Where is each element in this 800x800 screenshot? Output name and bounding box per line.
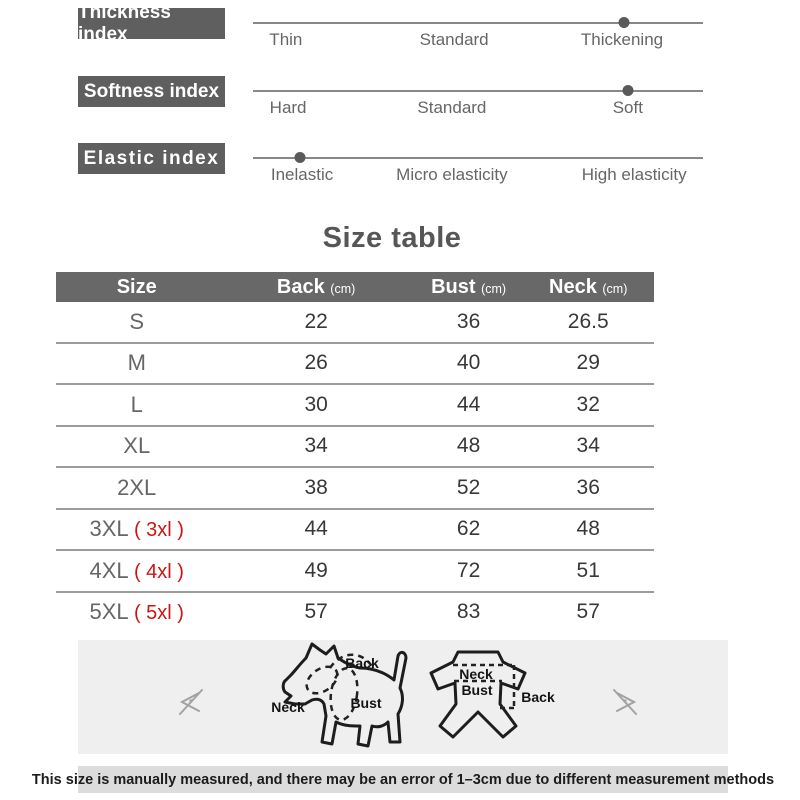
neck-value: 57 (576, 600, 600, 624)
size-table: Size Back (cm) Bust (cm) Neck (cm) S 22 … (56, 272, 654, 632)
size-note: ( 3xl ) (133, 519, 184, 542)
dog-outline (281, 642, 408, 748)
size-table-header-row: Size Back (cm) Bust (cm) Neck (cm) (56, 272, 654, 302)
shirt-back-label: Back (521, 689, 555, 705)
size-label: L (130, 391, 143, 417)
elastic-index-ticks: Inelastic Micro elasticity High elastici… (253, 165, 703, 187)
back-value: 30 (217, 384, 415, 427)
tick-standard: Standard (419, 30, 489, 49)
table-row: 3XL ( 3xl ) 44 62 48 (56, 508, 654, 551)
garment-outline (429, 650, 527, 739)
softness-index-ticks: Hard Standard Soft (253, 98, 703, 120)
table-row: M 26 40 29 (56, 342, 654, 385)
back-value: 57 (304, 600, 328, 624)
thickness-index-ticks: Thin Standard Thickening (253, 30, 703, 52)
dog-bust-measure-line (329, 666, 359, 722)
tick-high-elasticity: High elasticity (581, 165, 687, 184)
size-label: 2XL (117, 474, 157, 500)
tick-micro-elasticity: Micro elasticity (396, 165, 508, 184)
thickness-index-dot (618, 17, 630, 28)
dog-bust-label: Bust (350, 695, 382, 711)
elastic-index-dot (294, 152, 306, 163)
col-header-size: Size (56, 272, 218, 302)
neck-value: 32 (522, 384, 654, 427)
bust-value: 62 (414, 508, 523, 551)
bust-value: 48 (414, 425, 523, 468)
softness-index-scale (253, 85, 703, 96)
garment-measurement-icon (429, 650, 527, 739)
softness-index-label-box: Softness index (78, 76, 225, 107)
table-row: 2XL 38 52 36 (56, 467, 654, 510)
table-row: 5XL ( 5xl ) 57 83 57 (56, 592, 654, 633)
tick-thickening: Thickening (580, 30, 664, 49)
size-label: M (127, 350, 146, 376)
dog-back-measure-line (328, 653, 376, 671)
thickness-index-scale (253, 17, 703, 28)
table-row: S 22 36 26.5 (56, 302, 654, 344)
neck-value: 26.5 (522, 302, 654, 344)
neck-value: 29 (522, 342, 654, 385)
bust-value: 83 (456, 600, 481, 624)
tick-soft: Soft (612, 98, 643, 117)
shirt-neck-label: Neck (459, 666, 493, 682)
col-unit: (cm) (330, 281, 356, 296)
measurement-disclaimer-bar: This size is manually measured, and ther… (32, 766, 774, 793)
tick-hard: Hard (269, 98, 307, 117)
col-header-bust: Bust (cm) (414, 272, 523, 302)
dog-measurement-icon (281, 642, 408, 748)
size-label: 5XL (89, 599, 128, 625)
back-value: 44 (217, 508, 415, 551)
softness-index-label: Softness index (83, 80, 220, 102)
softness-index-dot (622, 85, 634, 96)
neck-value: 36 (522, 467, 654, 510)
bust-value: 52 (414, 467, 523, 510)
size-note: ( 5xl ) (133, 602, 184, 625)
measurement-disclaimer-text: This size is manually measured, and ther… (31, 771, 775, 788)
tick-standard: Standard (417, 98, 487, 117)
table-row: 4XL ( 4xl ) 49 72 51 (56, 550, 654, 593)
bust-value: 40 (414, 342, 523, 385)
carousel-right-arrow-icon[interactable] (612, 688, 640, 716)
tick-thin: Thin (269, 30, 303, 49)
table-row: L 30 44 32 (56, 384, 654, 427)
dog-back-label: Back (345, 655, 379, 671)
thickness-index-label: Thickness index (78, 1, 171, 45)
bust-value: 36 (414, 302, 523, 344)
carousel-left-arrow-icon[interactable] (176, 688, 204, 716)
thickness-index-row: Thickness index Thin Standard Thickening (0, 2, 800, 74)
measurement-diagram-panel: Back Neck Bust Neck Bust Back (78, 640, 728, 754)
neck-value: 48 (522, 508, 654, 551)
elastic-index-scale (253, 152, 703, 163)
neck-value: 51 (522, 550, 654, 593)
size-label: S (129, 308, 145, 334)
col-unit: (cm) (481, 281, 507, 296)
col-header-back: Back (cm) (217, 272, 415, 302)
bust-value: 44 (414, 384, 523, 427)
size-label: 4XL (89, 557, 128, 583)
elastic-index-label-box: Elastic index (78, 143, 225, 174)
size-label: XL (123, 433, 151, 459)
size-table-title: Size table (322, 222, 462, 254)
back-value: 22 (217, 302, 415, 344)
back-value: 38 (217, 467, 415, 510)
shirt-bust-label: Bust (461, 682, 493, 698)
elastic-index-label: Elastic index (83, 147, 220, 169)
softness-index-row: Softness index Hard Standard Soft (0, 76, 800, 142)
tick-inelastic: Inelastic (270, 165, 334, 184)
neck-value: 34 (522, 425, 654, 468)
back-value: 26 (217, 342, 415, 385)
dog-neck-label: Neck (271, 699, 305, 715)
elastic-index-row: Elastic index Inelastic Micro elasticity… (0, 143, 800, 209)
bust-value: 72 (414, 550, 523, 593)
garment-back-measure-line (500, 665, 516, 710)
dog-neck-measure-line (305, 665, 339, 695)
col-header-neck: Neck (cm) (522, 272, 654, 302)
col-unit: (cm) (602, 281, 628, 296)
size-label: 3XL (89, 516, 128, 542)
back-value: 34 (217, 425, 415, 468)
thickness-index-label-box: Thickness index (78, 2, 225, 45)
size-note: ( 4xl ) (133, 560, 184, 583)
table-row: XL 34 48 34 (56, 425, 654, 468)
back-value: 49 (217, 550, 415, 593)
